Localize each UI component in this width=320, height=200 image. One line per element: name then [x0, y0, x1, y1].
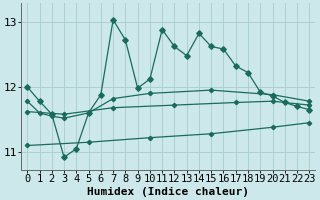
- X-axis label: Humidex (Indice chaleur): Humidex (Indice chaleur): [87, 186, 249, 197]
